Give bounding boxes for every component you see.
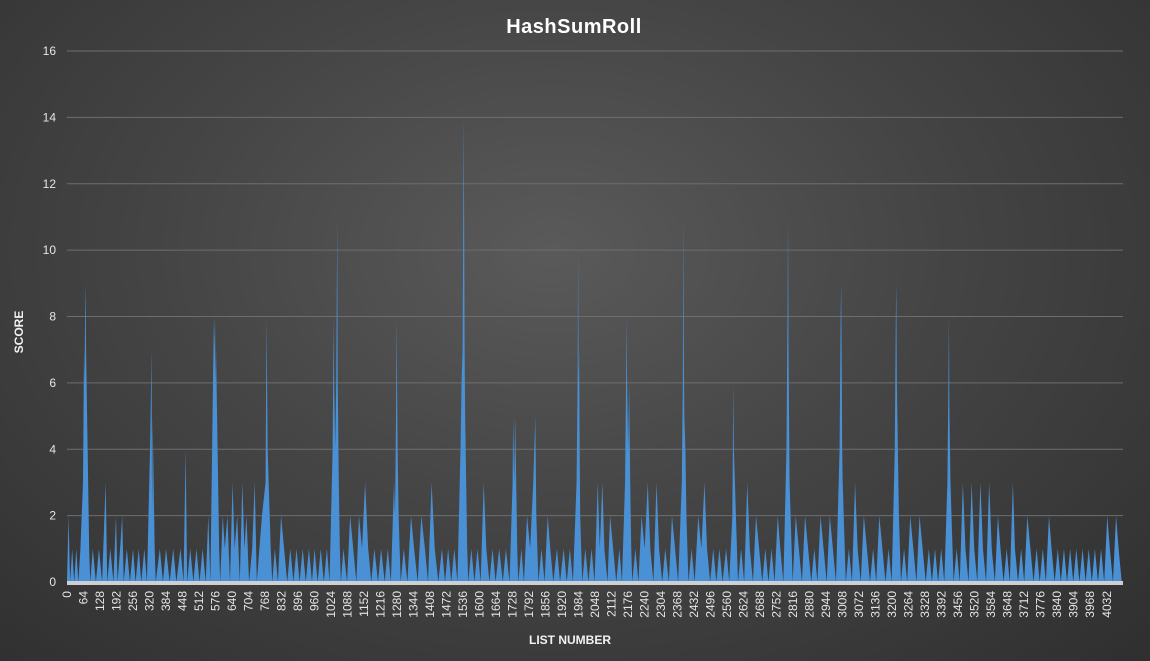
x-tick-label: 2944 bbox=[819, 591, 833, 618]
x-tick-label: 2688 bbox=[753, 591, 767, 618]
x-tick-label: 448 bbox=[176, 591, 190, 611]
y-tick-label: 14 bbox=[43, 110, 57, 124]
x-tick-label: 2496 bbox=[704, 591, 718, 618]
x-tick-label: 1024 bbox=[324, 591, 338, 618]
plot-area bbox=[67, 117, 1123, 582]
x-tick-label: 640 bbox=[225, 591, 239, 611]
x-tick-label: 3712 bbox=[1017, 591, 1031, 618]
x-tick-label: 3904 bbox=[1067, 591, 1081, 618]
x-tick-label: 2816 bbox=[786, 591, 800, 618]
x-tick-label: 1984 bbox=[572, 591, 586, 618]
x-tick-label: 3584 bbox=[984, 591, 998, 618]
x-tick-label: 768 bbox=[258, 591, 272, 611]
x-tick-label: 192 bbox=[110, 591, 124, 611]
x-tick-label: 1216 bbox=[374, 591, 388, 618]
x-tick-label: 1536 bbox=[456, 591, 470, 618]
y-tick-label: 16 bbox=[43, 44, 57, 58]
x-tick-label: 3648 bbox=[1001, 591, 1015, 618]
x-tick-label: 2880 bbox=[803, 591, 817, 618]
x-tick-label: 2560 bbox=[720, 591, 734, 618]
x-tick-label: 3968 bbox=[1083, 591, 1097, 618]
x-tick-label: 1664 bbox=[489, 591, 503, 618]
x-tick-label: 0 bbox=[60, 591, 74, 598]
x-tick-label: 1600 bbox=[473, 591, 487, 618]
x-tick-label: 2368 bbox=[671, 591, 685, 618]
gridlines bbox=[67, 50, 1123, 517]
x-tick-label: 1792 bbox=[522, 591, 536, 618]
x-tick-label: 1856 bbox=[539, 591, 553, 618]
y-tick-label: 4 bbox=[49, 442, 56, 456]
x-tick-label: 3776 bbox=[1034, 591, 1048, 618]
y-tick-label: 8 bbox=[49, 310, 56, 324]
x-tick-label: 2240 bbox=[638, 591, 652, 618]
x-tick-label: 2112 bbox=[605, 591, 619, 617]
x-tick-label: 2176 bbox=[621, 591, 635, 618]
y-tick-label: 0 bbox=[49, 575, 56, 589]
x-tick-label: 960 bbox=[308, 591, 322, 611]
x-tick-label: 1088 bbox=[341, 591, 355, 618]
x-axis-label: LIST NUMBER bbox=[529, 633, 611, 647]
x-tick-label: 1920 bbox=[555, 591, 569, 618]
x-tick-label: 3008 bbox=[836, 591, 850, 618]
x-tick-label: 3456 bbox=[951, 591, 965, 618]
x-tick-label: 64 bbox=[77, 591, 91, 605]
y-tick-label: 2 bbox=[49, 509, 56, 523]
x-tick-label: 3264 bbox=[902, 591, 916, 618]
x-tick-label: 2624 bbox=[737, 591, 751, 618]
x-tick-label: 3392 bbox=[935, 591, 949, 618]
x-tick-label: 1408 bbox=[423, 591, 437, 618]
y-axis-label: SCORE bbox=[12, 311, 26, 354]
x-tick-label: 1344 bbox=[407, 591, 421, 618]
x-tick-label: 832 bbox=[275, 591, 289, 611]
x-tick-label: 128 bbox=[93, 591, 107, 611]
x-tick-label: 4032 bbox=[1100, 591, 1114, 618]
x-tick-label: 2432 bbox=[687, 591, 701, 618]
x-tick-label: 3328 bbox=[918, 591, 932, 618]
y-tick-label: 12 bbox=[43, 177, 57, 191]
x-tick-label: 256 bbox=[126, 591, 140, 611]
x-tick-label: 704 bbox=[242, 591, 256, 611]
x-tick-label: 896 bbox=[291, 591, 305, 611]
x-tick-label: 1472 bbox=[440, 591, 454, 618]
x-tick-label: 384 bbox=[159, 591, 173, 611]
y-tick-label: 10 bbox=[43, 243, 57, 257]
chart-title: HashSumRoll bbox=[506, 16, 642, 38]
x-tick-label: 3200 bbox=[885, 591, 899, 618]
x-tick-label: 1728 bbox=[506, 591, 520, 618]
x-tick-label: 2304 bbox=[654, 591, 668, 618]
x-axis-ticks: 0 64 128 192 256 320 384 448 512 576 640 704 768 832 8… bbox=[60, 591, 1114, 618]
x-tick-label: 2752 bbox=[770, 591, 784, 618]
x-tick-label: 1152 bbox=[357, 591, 371, 617]
score-area-series bbox=[67, 117, 1123, 582]
x-tick-label: 320 bbox=[143, 591, 157, 611]
x-tick-label: 1280 bbox=[390, 591, 404, 618]
y-tick-label: 6 bbox=[49, 376, 56, 390]
x-tick-label: 3520 bbox=[968, 591, 982, 618]
x-tick-label: 512 bbox=[192, 591, 206, 611]
x-tick-label: 2048 bbox=[588, 591, 602, 618]
x-tick-label: 576 bbox=[209, 591, 223, 611]
x-tick-label: 3136 bbox=[869, 591, 883, 618]
x-tick-label: 3840 bbox=[1050, 591, 1064, 618]
y-axis-ticks: 0 2 4 6 8 10 12 14 16 bbox=[43, 44, 57, 589]
x-tick-label: 3072 bbox=[852, 591, 866, 618]
